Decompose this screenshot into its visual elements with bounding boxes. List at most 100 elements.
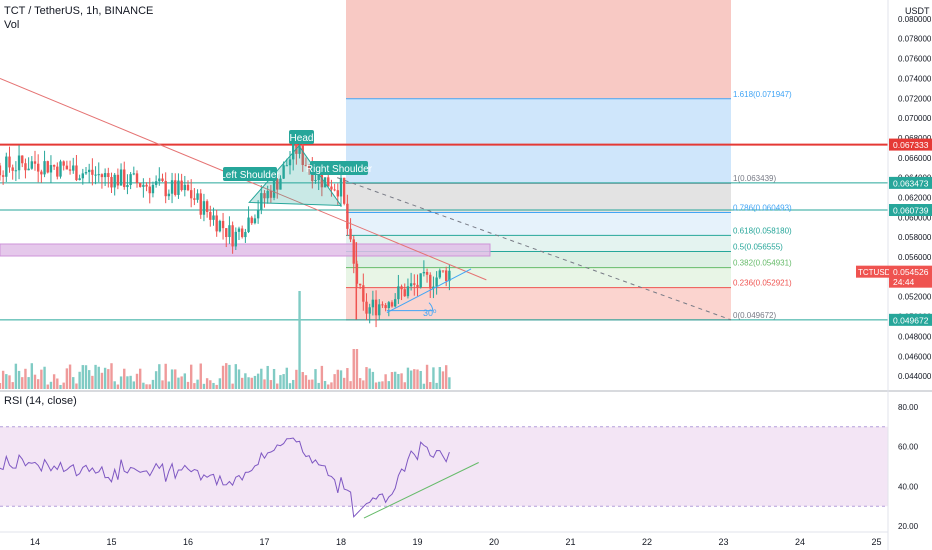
candle-body	[107, 173, 110, 177]
candle-body	[24, 163, 27, 171]
volume-bar	[68, 364, 72, 389]
candle-body	[381, 304, 384, 306]
volume-bar	[170, 369, 174, 389]
volume-bar	[5, 374, 8, 389]
volume-bar	[119, 376, 123, 389]
candle-body	[244, 231, 247, 238]
volume-bar	[358, 378, 362, 389]
time-tick-label: 23	[718, 537, 728, 547]
volume-bar	[272, 368, 276, 389]
volume-bar	[107, 369, 110, 389]
volume-bar	[253, 375, 257, 389]
volume-bar	[142, 382, 145, 389]
candle-body	[276, 178, 279, 190]
candle-body	[193, 198, 196, 200]
volume-bar	[154, 371, 158, 389]
candle-body	[177, 180, 180, 195]
candle-body	[285, 165, 289, 167]
candle-body	[84, 172, 88, 174]
volume-bar	[52, 374, 56, 389]
projection-line	[337, 177, 732, 321]
fib-label: 0.618(0.058180)	[733, 226, 792, 235]
price-tick-label: 0.044000	[898, 372, 932, 381]
price-tag-text: 0.049672	[893, 315, 929, 325]
volume-bar	[285, 367, 289, 389]
candle-body	[170, 180, 174, 194]
volume-bar	[387, 381, 391, 389]
volume-bar	[413, 369, 416, 389]
fib-label: 0.786(0.060493)	[733, 203, 792, 212]
candle-body	[123, 169, 126, 188]
fib-zone-0236	[346, 287, 731, 320]
price-tick-label: 0.066000	[898, 154, 932, 163]
candle-body	[260, 193, 263, 210]
time-axis[interactable]: 14 15 16 17 18 19 20 21 22 23 24 25	[30, 537, 882, 547]
candle-body	[145, 184, 148, 187]
volume-bar	[237, 369, 241, 389]
candle-body	[78, 178, 81, 181]
rsi-tick-label: 80.00	[898, 403, 919, 412]
candle-body	[320, 175, 324, 188]
volume-bar	[260, 368, 263, 389]
volume-bar	[323, 380, 327, 389]
volume-bar	[362, 380, 365, 389]
volume-bar	[339, 370, 343, 389]
ticker-countdown: 24:44	[893, 277, 915, 287]
volume-bar	[330, 382, 333, 389]
volume-bar	[311, 379, 314, 389]
time-tick-label: 24	[795, 537, 805, 547]
volume-bar	[346, 368, 349, 389]
volume-bar	[317, 382, 320, 389]
symbol-title: TCT / TetherUS, 1h, BINANCE	[4, 5, 153, 17]
time-tick-label: 15	[106, 537, 116, 547]
volume-bar	[368, 368, 371, 389]
time-tick-label: 16	[183, 537, 193, 547]
price-axis[interactable]: 0.080000 0.078000 0.076000 0.074000 0.072000…	[898, 15, 932, 381]
candle-body	[247, 217, 250, 232]
ticker-symbol-box	[856, 265, 889, 278]
volume-bar	[199, 363, 202, 389]
rsi-axis[interactable]: 80.00 60.00 40.00 20.00	[898, 403, 919, 531]
volume-bar	[100, 372, 104, 389]
volume-bar	[400, 373, 403, 389]
volume-bar	[342, 377, 346, 389]
price-tick-label: 0.076000	[898, 55, 932, 64]
time-tick-label: 17	[259, 537, 269, 547]
volume-bar	[397, 373, 400, 389]
candle-body	[425, 271, 429, 275]
volume-bars	[0, 291, 451, 389]
volume-bar	[0, 383, 2, 389]
volume-bar	[81, 365, 85, 389]
candle-body	[365, 301, 368, 314]
time-tick-label: 18	[336, 537, 346, 547]
price-tick-label: 0.056000	[898, 253, 932, 262]
volume-bar	[291, 379, 295, 389]
candle-body	[279, 178, 282, 190]
candle-body	[438, 270, 442, 278]
volume-bar	[288, 383, 292, 389]
candle-body	[97, 174, 100, 176]
fib-zone-top	[346, 0, 731, 99]
rsi-line	[0, 437, 450, 518]
candle-body	[52, 165, 56, 167]
rsi-tick-label: 20.00	[898, 522, 919, 531]
fib-zones	[0, 0, 731, 321]
candle-body	[65, 165, 69, 170]
volume-bar	[183, 373, 187, 389]
candle-body	[94, 174, 97, 176]
volume-bar	[352, 349, 355, 389]
volume-bar	[403, 382, 406, 389]
volume-bar	[448, 377, 451, 389]
candle-body	[330, 186, 333, 190]
volume-bar	[205, 378, 209, 389]
candle-body	[393, 299, 397, 307]
fib-label: 0.5(0.056555)	[733, 243, 783, 252]
candle-body	[167, 193, 171, 197]
volume-bar	[132, 381, 136, 389]
fib-label: 1.618(0.071947)	[733, 90, 792, 99]
volume-bar	[151, 379, 155, 389]
volume-bar	[381, 381, 384, 389]
candle-body	[390, 302, 394, 307]
fib-label: 0(0.049672)	[733, 311, 776, 320]
